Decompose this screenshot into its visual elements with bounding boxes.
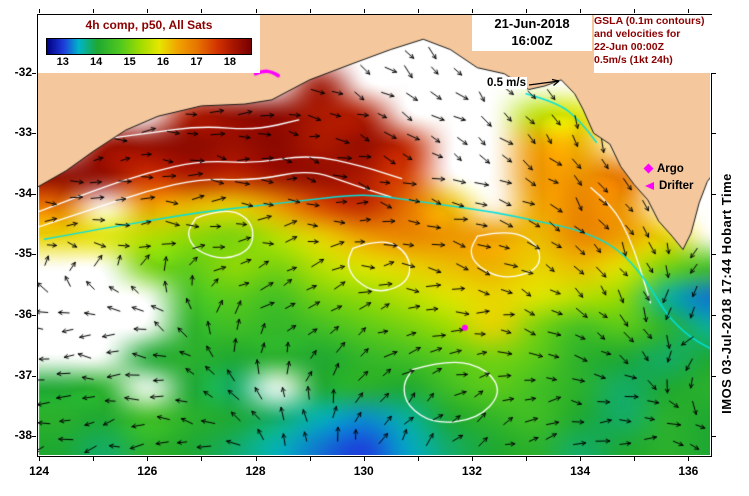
tick-mark: [712, 254, 716, 256]
x-axis-label: 136: [678, 464, 699, 478]
tick-mark: [471, 457, 473, 461]
tick-mark: [634, 9, 636, 13]
tick-mark: [32, 193, 36, 195]
tick-mark: [417, 9, 419, 13]
tick-mark: [32, 254, 36, 256]
x-axis-label: 128: [245, 464, 266, 478]
tick-mark: [712, 375, 716, 377]
tick-mark: [471, 9, 473, 13]
tick-mark: [417, 457, 419, 461]
x-axis-label: 126: [137, 464, 158, 478]
drifter-label: Drifter: [659, 179, 694, 192]
date-line2: 16:00Z: [511, 33, 553, 48]
colorbar-title: 4h comp, p50, All Sats: [85, 18, 213, 32]
velocity-scale: 0.5 m/s: [486, 76, 567, 90]
tick-mark: [309, 9, 311, 13]
colorbar-tick-label: 16: [156, 56, 170, 68]
tick-mark: [93, 457, 95, 461]
y-axis-label: -35: [14, 246, 32, 261]
y-axis-label: -33: [14, 125, 32, 140]
tick-mark: [32, 436, 36, 438]
velocity-scale-arrow-icon: [528, 78, 560, 87]
y-axis-label: -32: [14, 64, 32, 79]
colorbar-panel: 4h comp, p50, All Sats 13 14 15 16 17 18: [38, 15, 260, 73]
argo-label: Argo: [657, 162, 684, 175]
drifter-legend-row: Drifter: [645, 177, 694, 194]
tick-mark: [712, 72, 716, 74]
info-line: 0.5m/s (1kt 24h): [594, 54, 673, 66]
tick-mark: [526, 457, 528, 461]
tick-mark: [201, 457, 203, 461]
tick-mark: [712, 133, 716, 135]
colorbar-tick-label: 13: [56, 56, 69, 68]
tick-mark: [255, 9, 257, 13]
y-axis-label: -38: [14, 428, 32, 443]
info-line: GSLA (0.1m contours): [594, 15, 705, 27]
info-panel: GSLA (0.1m contours) and velocities for …: [594, 15, 714, 73]
x-axis-label: 134: [570, 464, 591, 478]
argo-legend-row: Argo: [643, 160, 694, 177]
tick-mark: [309, 457, 311, 461]
argo-marker-icon: [643, 163, 654, 174]
colorbar-tick-label: 17: [190, 56, 203, 68]
tick-mark: [688, 457, 690, 461]
tick-mark: [634, 457, 636, 461]
map-canvas: [38, 15, 710, 455]
tick-mark: [39, 457, 41, 461]
y-axis-label: -34: [14, 185, 32, 200]
tick-mark: [712, 193, 716, 195]
tick-mark: [580, 9, 582, 13]
tick-mark: [201, 9, 203, 13]
tick-mark: [32, 315, 36, 316]
tick-mark: [363, 457, 365, 461]
tick-mark: [688, 9, 690, 13]
drifter-marker-icon: [645, 181, 654, 190]
x-axis-label: 130: [353, 464, 374, 478]
y-axis-label: -37: [14, 367, 32, 382]
tick-mark: [147, 9, 149, 13]
tick-mark: [39, 9, 41, 13]
tick-mark: [580, 457, 582, 461]
x-axis-label: 132: [461, 464, 482, 478]
tick-mark: [147, 457, 149, 461]
tick-mark: [526, 9, 528, 13]
colorbar-tick-label: 15: [123, 56, 136, 68]
velocity-scale-label: 0.5 m/s: [486, 77, 527, 89]
colorbar-tick-label: 14: [90, 56, 103, 68]
colorbar-tick-label: 18: [223, 56, 237, 68]
tick-mark: [363, 9, 365, 13]
date-line1: 21-Jun-2018: [494, 16, 570, 31]
tick-mark: [93, 9, 95, 13]
tick-mark: [32, 375, 36, 377]
info-line: 22-Jun 00:00Z: [594, 41, 665, 53]
tick-mark: [32, 72, 36, 74]
info-line: and velocities for: [594, 28, 681, 40]
tick-mark: [712, 436, 716, 438]
x-axis-label: 124: [29, 464, 50, 478]
credit-vertical-text: IMOS 03-Jul-2018 17:44 Hobart Time: [719, 173, 734, 414]
tick-mark: [712, 315, 716, 316]
tick-mark: [255, 457, 257, 461]
float-legend: Argo Drifter: [643, 160, 694, 194]
tick-mark: [32, 133, 36, 135]
y-axis-label: -36: [14, 307, 32, 321]
colorbar-gradient: [46, 38, 252, 55]
date-panel: 21-Jun-2018 16:00Z: [472, 15, 592, 51]
